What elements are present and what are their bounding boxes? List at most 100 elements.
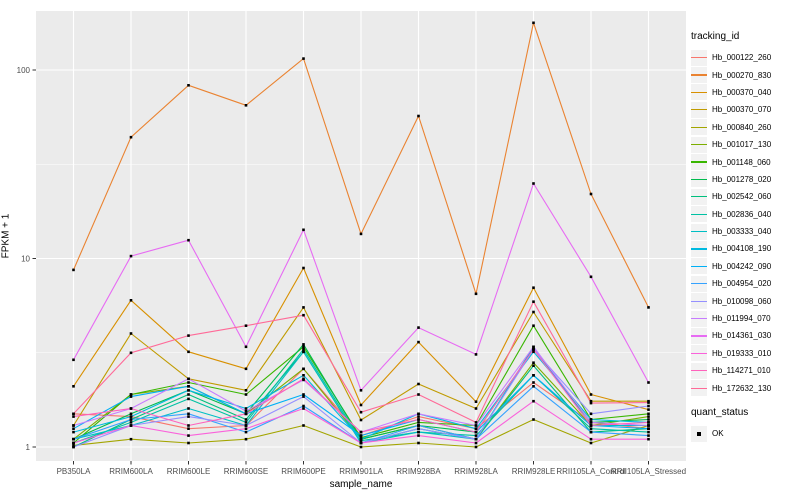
legend-key (691, 327, 707, 344)
x-tick-label: RRIM600PE (281, 467, 325, 476)
data-point (129, 424, 133, 427)
legend-item-label: Hb_014361_030 (712, 331, 772, 341)
data-point (302, 393, 305, 396)
legend-key-line (691, 230, 707, 233)
data-point (72, 445, 75, 449)
data-point (589, 399, 593, 403)
data-point (129, 393, 133, 396)
legend-key-line (691, 126, 707, 128)
legend-key (691, 188, 707, 205)
data-point (302, 343, 305, 346)
data-point (474, 430, 478, 434)
data-point (532, 385, 535, 388)
data-point (187, 427, 190, 430)
data-point (187, 407, 190, 410)
legend-key (691, 171, 707, 188)
data-point (474, 421, 478, 424)
data-point (647, 424, 650, 427)
data-point (244, 104, 248, 107)
legend-item-label: Hb_002836_040 (712, 209, 772, 219)
data-point (474, 437, 478, 441)
x-tick-label: RRIM928BA (396, 467, 441, 476)
legend-item-Hb_014361_030: Hb_014361_030 (691, 327, 799, 344)
data-point (244, 393, 248, 396)
legend-item-Hb_000370_040: Hb_000370_040 (691, 84, 799, 101)
data-point (417, 393, 420, 396)
data-point (474, 441, 478, 445)
data-point (72, 424, 75, 427)
legend-key-line (691, 300, 707, 302)
legend-key (691, 49, 707, 66)
data-point (417, 340, 420, 344)
legend-item-label: Hb_010098_060 (712, 296, 772, 306)
data-point (647, 430, 650, 434)
legend-key (691, 240, 707, 257)
legend-item-Hb_011994_070: Hb_011994_070 (691, 310, 799, 327)
data-point (589, 418, 593, 421)
data-point (647, 412, 650, 416)
data-point (244, 412, 248, 416)
data-point (72, 412, 75, 416)
data-point (129, 351, 133, 355)
legend-item-label: OK (712, 429, 724, 438)
data-point (589, 192, 593, 196)
legend-item-Hb_001017_130: Hb_001017_130 (691, 136, 799, 153)
data-point (187, 412, 190, 416)
legend-item-quant-OK: OK (691, 425, 799, 442)
data-point (647, 404, 650, 408)
data-point (589, 430, 593, 434)
data-point (474, 427, 478, 430)
data-point (302, 228, 305, 232)
data-point (72, 437, 75, 441)
y-tick-label: 10 (21, 255, 30, 264)
data-point (647, 427, 650, 430)
legend-item-label: Hb_000122_260 (712, 53, 772, 63)
data-point (589, 393, 593, 396)
data-point (244, 407, 248, 410)
legend-key (691, 223, 707, 240)
data-point (244, 324, 248, 327)
data-point (187, 393, 190, 396)
data-point (474, 434, 478, 437)
x-tick-label: RRII105LA_Control (556, 467, 626, 476)
legend-title-quant-status: quant_status (691, 406, 749, 418)
legend-key (691, 136, 707, 153)
data-point (647, 418, 650, 421)
legend-item-Hb_004954_020: Hb_004954_020 (691, 275, 799, 292)
data-point (532, 399, 535, 403)
legend-key-line (691, 248, 707, 250)
data-point (244, 430, 248, 434)
data-point (244, 427, 248, 430)
data-point (532, 361, 535, 364)
legend-item-Hb_000270_830: Hb_000270_830 (691, 66, 799, 84)
legend-item-label: Hb_003333_040 (712, 227, 772, 237)
x-tick-label: RRIM600LA (109, 467, 153, 476)
legend-item-Hb_172632_130: Hb_172632_130 (691, 379, 799, 397)
legend-item-Hb_000122_260: Hb_000122_260 (691, 49, 799, 66)
data-point (302, 345, 305, 349)
data-point (187, 424, 190, 427)
data-point (187, 397, 190, 401)
x-axis-title: sample_name (329, 479, 393, 490)
data-point (72, 444, 75, 447)
legend-item-Hb_019333_010: Hb_019333_010 (691, 345, 799, 362)
legend-key-line (691, 91, 707, 94)
legend-key-line (691, 335, 707, 337)
data-point (532, 310, 535, 314)
legend-item-Hb_001148_060: Hb_001148_060 (691, 153, 799, 171)
data-point (417, 418, 420, 421)
legend-item-Hb_001278_020: Hb_001278_020 (691, 171, 799, 188)
data-point (532, 381, 535, 384)
data-point (302, 306, 305, 309)
legend-key (691, 275, 707, 292)
data-point (302, 374, 305, 377)
data-point (532, 324, 535, 327)
data-point (244, 345, 248, 349)
data-point (647, 381, 650, 384)
data-point (244, 421, 248, 424)
data-point (532, 182, 535, 185)
legend-key (691, 206, 707, 223)
data-point (187, 385, 190, 388)
y-tick-label: 100 (17, 66, 31, 75)
legend-key (691, 119, 707, 136)
